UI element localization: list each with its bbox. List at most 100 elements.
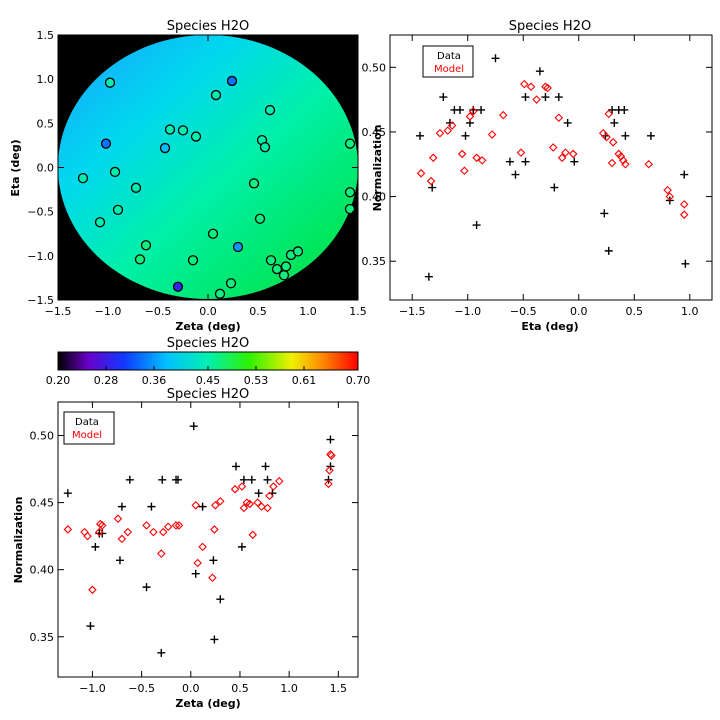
zeta-model-point (171, 521, 181, 530)
zeta-model-point (248, 530, 258, 540)
zeta-model-point (97, 521, 107, 530)
map-point (265, 255, 277, 266)
eta-data-point (621, 131, 630, 140)
zeta-data-point (247, 475, 256, 484)
zeta-data-point (157, 648, 166, 657)
zeta-model-point (230, 484, 240, 494)
eta-data-point (570, 157, 579, 166)
eta-data-point (477, 105, 486, 114)
zeta-data-point (261, 462, 270, 471)
zeta-model-point (193, 558, 202, 568)
map-panel: Species H2O −1.5 −1.0 −0.5 0.0 0.5 1.0 1.5 −1.… (9, 19, 367, 333)
eta-model-point (568, 149, 578, 159)
eta-data-point (505, 157, 514, 166)
zeta-x-tick-label: 0.0 (182, 682, 200, 695)
map-point (172, 281, 184, 292)
eta-data-point (461, 131, 470, 140)
eta-x-tick-label: 0.5 (626, 305, 644, 318)
colorbar-tick-label: 0.53 (244, 374, 269, 387)
zeta-data-point (239, 475, 248, 484)
zeta-model-point (275, 476, 284, 486)
zeta-data-point (115, 556, 124, 565)
eta-data-point (521, 93, 530, 102)
map-point (214, 288, 226, 299)
map-point (190, 131, 202, 142)
zeta-y-tick-label: 0.35 (30, 631, 55, 644)
eta-model-point (604, 109, 614, 119)
zeta-data-point (326, 462, 335, 471)
map-point (109, 166, 121, 178)
eta-model-point (526, 82, 536, 91)
zeta-model-point (253, 498, 262, 507)
zeta-model-point (123, 527, 133, 537)
map-field (58, 35, 358, 299)
zeta-model-point (325, 466, 334, 475)
zeta-data-point (263, 475, 272, 484)
eta-data-point (620, 105, 629, 114)
eta-model-point (429, 153, 438, 163)
eta-legend: Data Model (422, 45, 474, 78)
zeta-data-point (237, 542, 246, 551)
eta-legend-box (422, 45, 474, 78)
zeta-data-point (125, 475, 134, 484)
zeta-model-point (239, 503, 249, 513)
eta-model-point (472, 153, 481, 163)
zeta-model-point (211, 501, 220, 510)
map-point (164, 124, 176, 135)
zeta-data-point (209, 556, 218, 565)
zeta-data-point (198, 502, 207, 511)
zeta-model-point (327, 451, 336, 460)
map-point (159, 142, 171, 154)
zeta-data-point (117, 502, 126, 511)
eta-data-point (472, 221, 481, 230)
zeta-model-point (158, 527, 168, 537)
map-x-tick-label: −1.0 (95, 305, 122, 318)
eta-legend-model: Model (434, 64, 464, 75)
zeta-title: Species H2O (167, 387, 249, 402)
eta-data-point (428, 183, 437, 192)
map-x-tick-label: 0.0 (199, 305, 217, 318)
eta-model-point (621, 159, 630, 169)
map-point (278, 270, 290, 281)
eta-model-point (679, 210, 689, 219)
zeta-data-point (91, 542, 100, 551)
eta-model-point (457, 149, 467, 159)
zeta-model-point (88, 585, 97, 595)
map-y-tick-label: 1.5 (37, 29, 55, 42)
zeta-model-point (245, 499, 255, 509)
eta-y-tick-label: 0.35 (362, 255, 387, 268)
zeta-model-point (80, 527, 89, 537)
zeta-data-point (216, 595, 225, 604)
zeta-model-point (216, 496, 225, 506)
eta-x-label: Eta (deg) (521, 320, 578, 333)
zeta-model-point (191, 501, 200, 510)
eta-model-point (468, 106, 478, 116)
zeta-legend-model: Model (72, 430, 102, 441)
eta-model-point (465, 112, 475, 121)
eta-model-point (616, 152, 626, 161)
eta-frame (389, 34, 713, 301)
map-point (271, 263, 283, 275)
eta-model-point (608, 138, 618, 147)
map-point (104, 77, 116, 88)
map-point (207, 228, 219, 239)
map-point (344, 187, 356, 198)
zeta-model-point (163, 522, 173, 532)
map-y-tick-label: −1.5 (27, 294, 54, 307)
zeta-y-tick-label: 0.40 (30, 564, 55, 577)
eta-model-point (541, 82, 550, 91)
zeta-data-point (326, 435, 335, 444)
zeta-model-point (208, 573, 217, 583)
colorbar-tick-label: 0.20 (46, 374, 71, 387)
zeta-model-point (142, 521, 151, 530)
map-point (259, 142, 271, 153)
zeta-data-point (191, 569, 200, 578)
eta-data-point (610, 118, 619, 127)
colorbar-panel: Species H2O 0.20 0.28 0.36 0.45 0.53 0.61 0.70 (46, 336, 371, 387)
map-point (210, 89, 222, 101)
zeta-data-point (63, 489, 72, 498)
zeta-x-label: Zeta (deg) (175, 697, 240, 710)
eta-y-label: Normalization (371, 125, 384, 212)
eta-model-point (554, 113, 564, 123)
